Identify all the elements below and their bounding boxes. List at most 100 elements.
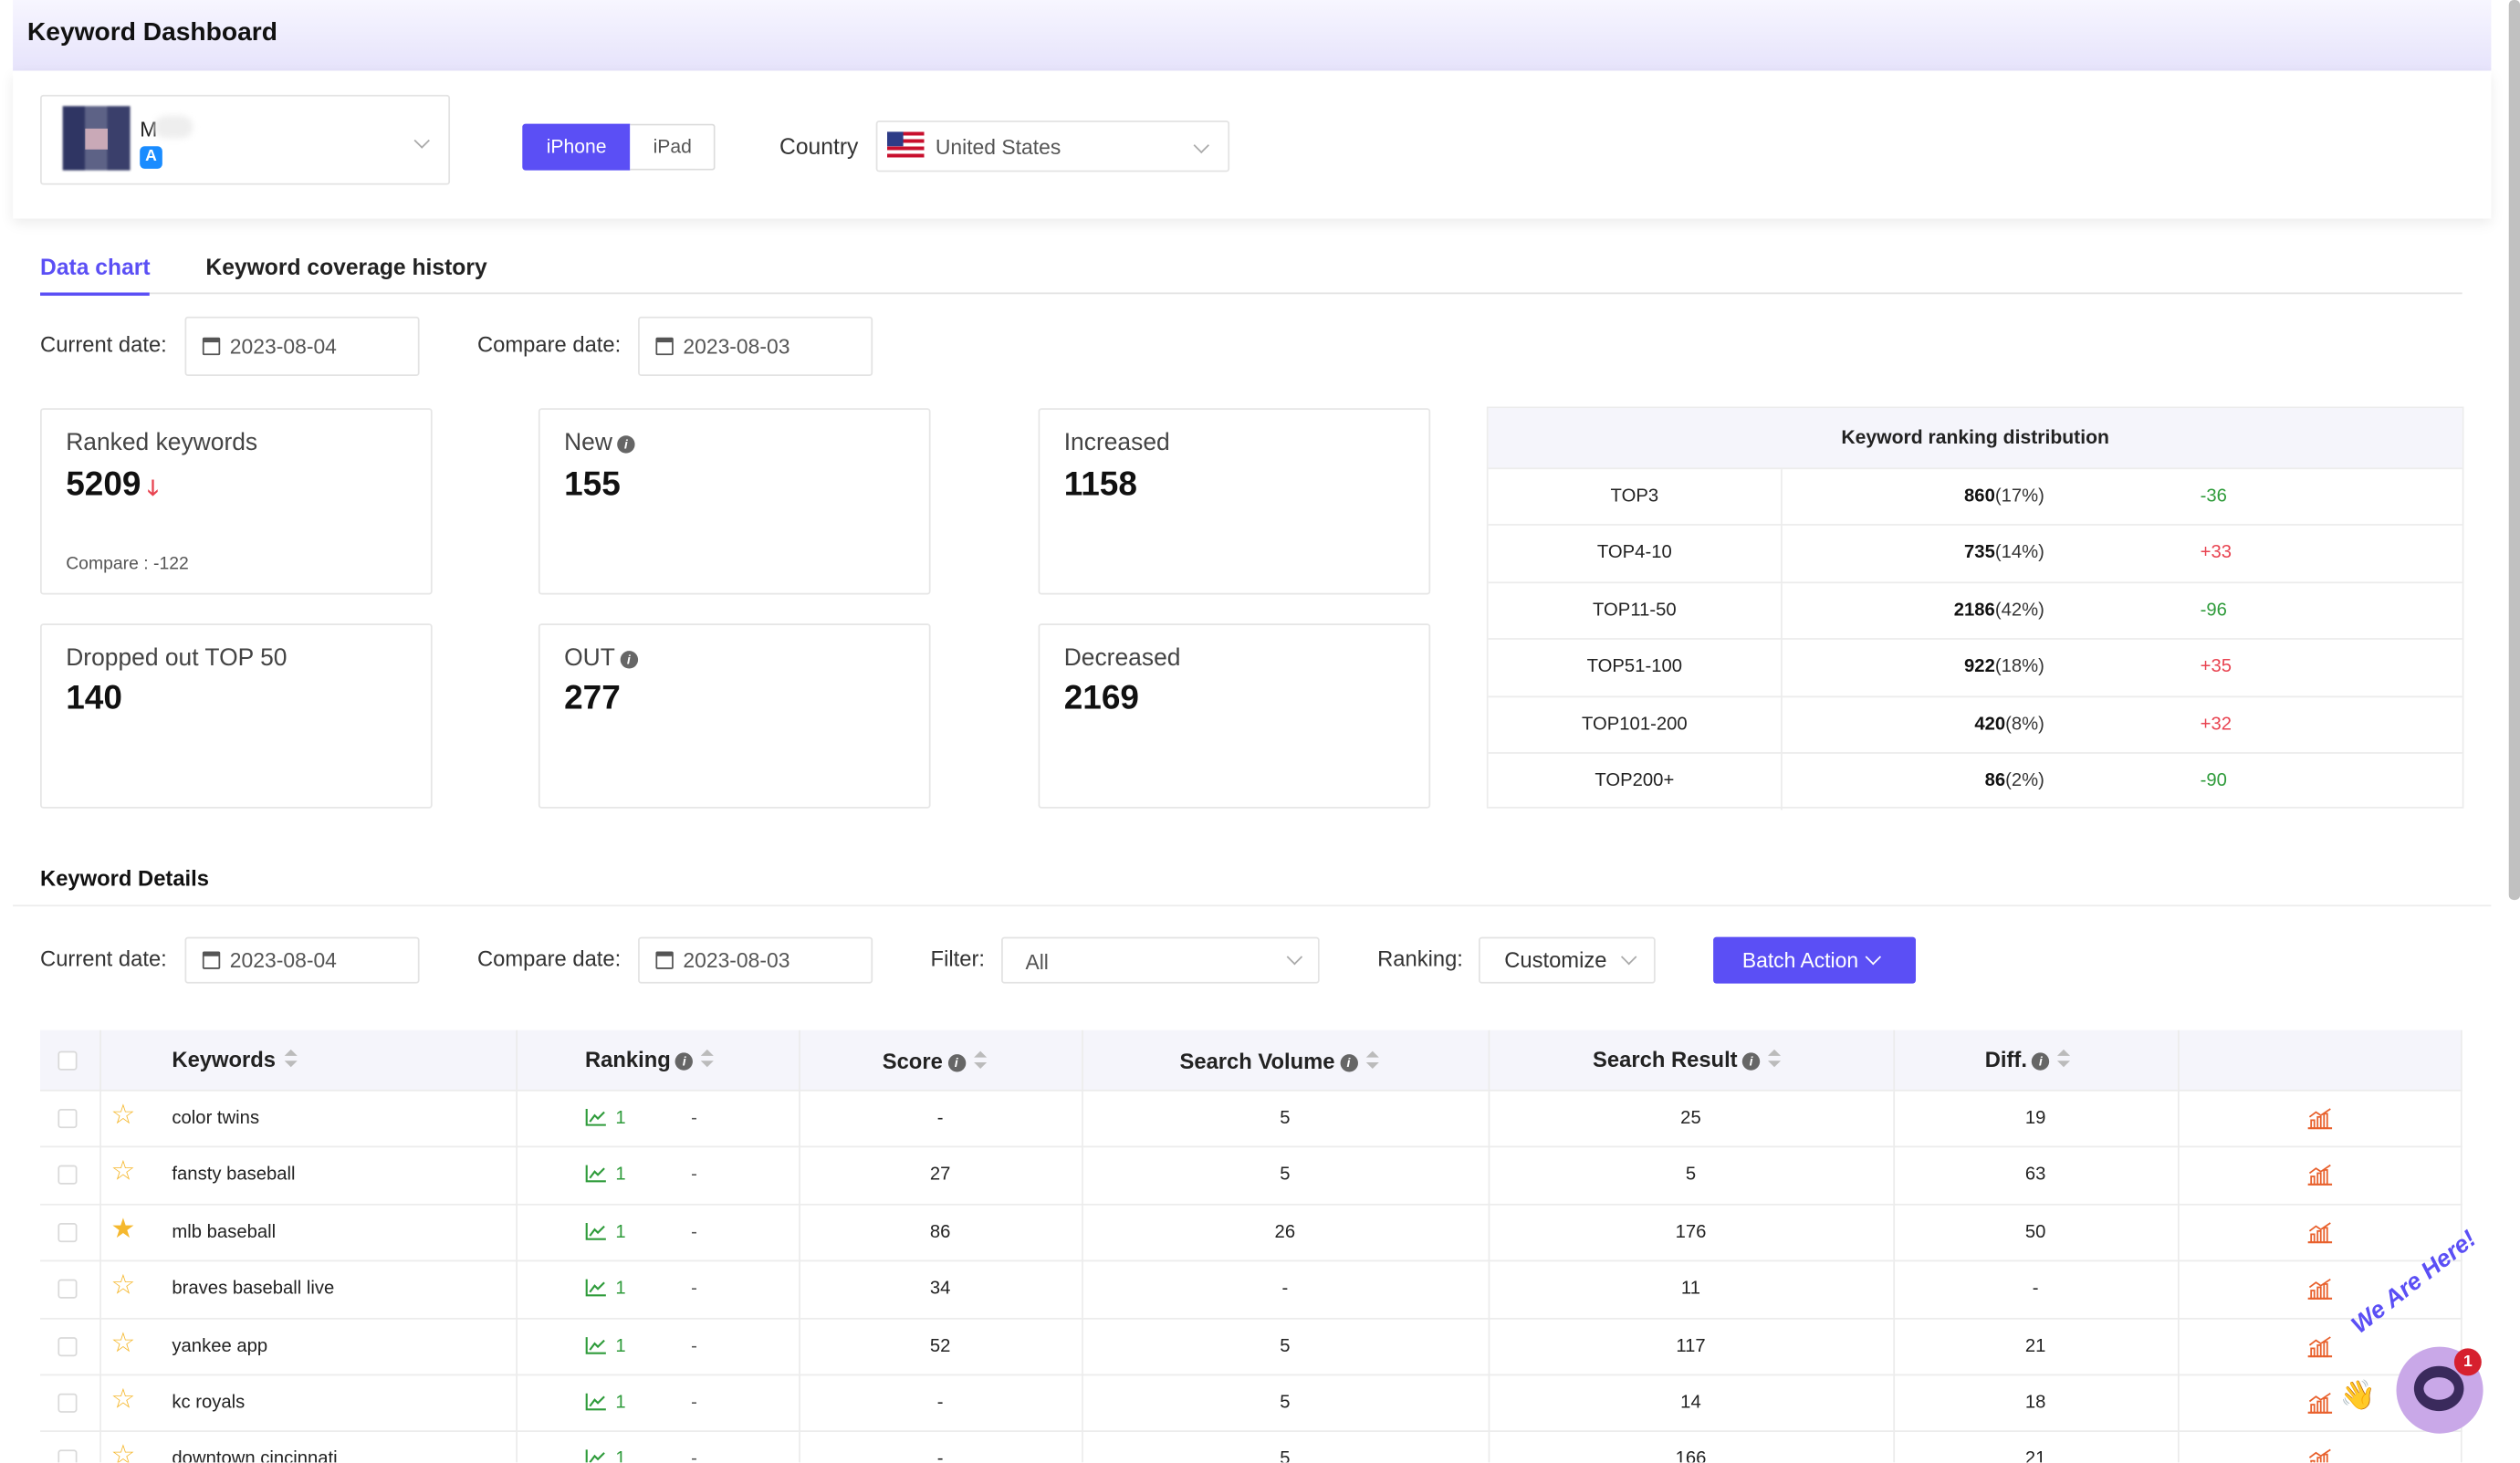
header-band: [13, 0, 2492, 71]
ranking-cell: 1: [615, 1393, 626, 1413]
distribution-count: 420(8%): [1974, 715, 2044, 734]
filter-select[interactable]: All: [1001, 936, 1320, 984]
sort-icon[interactable]: [973, 1050, 987, 1071]
stat-title-text: OUT: [564, 644, 615, 673]
chevron-down-icon: [1286, 948, 1303, 966]
info-icon[interactable]: i: [1741, 1052, 1761, 1071]
current-date-picker[interactable]: 2023-08-04: [184, 316, 420, 377]
star-icon[interactable]: ☆: [110, 1440, 136, 1463]
bar-chart-icon[interactable]: [2306, 1107, 2334, 1130]
distribution-count: 922(18%): [1964, 658, 2044, 677]
ranking-cell: 1: [615, 1450, 626, 1463]
row-checkbox[interactable]: [58, 1222, 78, 1242]
distribution-percent: (42%): [1994, 601, 2044, 621]
score-cell: 86: [929, 1222, 951, 1242]
star-icon[interactable]: ☆: [110, 1384, 136, 1415]
ranking-select[interactable]: Customize: [1479, 936, 1656, 984]
details-current-date-picker[interactable]: 2023-08-04: [184, 936, 420, 984]
info-icon[interactable]: i: [617, 435, 635, 454]
row-checkbox[interactable]: [58, 1280, 78, 1300]
bar-chart-icon[interactable]: [2306, 1392, 2334, 1415]
keyword-cell: mlb baseball: [172, 1222, 277, 1242]
row-checkbox[interactable]: [58, 1393, 78, 1413]
star-icon[interactable]: ☆: [110, 1155, 136, 1187]
compare-date-picker[interactable]: 2023-08-03: [638, 316, 873, 377]
stat-card-increased: Increased 1158: [1038, 408, 1431, 595]
info-icon[interactable]: i: [675, 1052, 694, 1071]
sort-icon[interactable]: [1365, 1050, 1379, 1071]
page-scrollbar[interactable]: [2508, 0, 2520, 901]
distribution-range: TOP101-200: [1582, 714, 1688, 735]
app-store-icon: A: [140, 146, 162, 169]
info-icon[interactable]: i: [947, 1054, 966, 1072]
col-keywords[interactable]: Keywords: [172, 1048, 297, 1072]
stat-value: 5209 🡓: [66, 466, 158, 510]
row-checkbox[interactable]: [58, 1165, 78, 1186]
ranking-change-cell: -: [691, 1222, 697, 1242]
info-icon[interactable]: i: [2032, 1052, 2050, 1071]
batch-action-label: Batch Action: [1741, 947, 1859, 973]
details-compare-date-value: 2023-08-03: [683, 947, 790, 973]
row-checkbox[interactable]: [58, 1336, 78, 1356]
current-date-label: Current date:: [40, 332, 167, 357]
device-ipad-button[interactable]: iPad: [630, 123, 716, 171]
sort-icon[interactable]: [701, 1049, 715, 1069]
ranking-change-cell: -: [691, 1393, 697, 1413]
ranking-cell: 1: [615, 1165, 626, 1186]
distribution-percent: (18%): [1994, 657, 2044, 677]
country-label: Country: [779, 133, 859, 160]
star-icon[interactable]: ☆: [110, 1099, 136, 1130]
col-search-volume[interactable]: Search Volume i: [1180, 1050, 1379, 1073]
search-result-cell: 166: [1675, 1450, 1707, 1463]
bar-chart-icon[interactable]: [2306, 1165, 2334, 1187]
col-label: Diff.: [1984, 1048, 2027, 1072]
bar-chart-icon[interactable]: [2306, 1278, 2334, 1301]
distribution-range: TOP200+: [1595, 771, 1675, 791]
column-divider: [1893, 1029, 1896, 1463]
tab-data-chart[interactable]: Data chart: [40, 254, 151, 297]
calendar-icon: [202, 337, 221, 356]
country-select[interactable]: [875, 120, 1230, 172]
sort-icon[interactable]: [283, 1049, 297, 1069]
row-checkbox[interactable]: [58, 1450, 78, 1463]
col-score[interactable]: Score i: [883, 1050, 987, 1073]
trend-chart-icon: [585, 1448, 608, 1463]
trend-chart-icon: [585, 1221, 608, 1240]
current-date-value: 2023-08-04: [229, 334, 337, 359]
col-diff[interactable]: Diff. i: [1984, 1048, 2071, 1072]
col-label: Score: [882, 1049, 943, 1074]
info-icon[interactable]: i: [1339, 1054, 1358, 1072]
distribution-row: TOP4-10 735(14%) +33: [1488, 524, 2462, 583]
col-ranking[interactable]: Ranking i: [585, 1048, 715, 1072]
score-cell: 52: [929, 1336, 951, 1356]
column-divider: [516, 1029, 518, 1463]
stat-title-text: New: [564, 429, 612, 457]
col-label: Search Volume: [1179, 1049, 1335, 1074]
us-flag-canton: [887, 131, 904, 147]
device-iphone-button[interactable]: iPhone: [522, 123, 631, 171]
sort-icon[interactable]: [2057, 1049, 2071, 1069]
star-icon[interactable]: ☆: [110, 1270, 136, 1301]
batch-action-button[interactable]: Batch Action: [1713, 936, 1916, 984]
row-checkbox[interactable]: [58, 1109, 78, 1129]
ranking-change-cell: -: [691, 1109, 697, 1129]
column-divider: [1781, 696, 1783, 754]
star-icon[interactable]: ☆: [110, 1326, 136, 1358]
details-compare-date-picker[interactable]: 2023-08-03: [638, 936, 873, 984]
distribution-row: TOP11-50 2186(42%) -96: [1488, 581, 2462, 640]
table-row: ☆ color twins 1 - - 5 25 19: [40, 1089, 2462, 1147]
column-divider: [2178, 1029, 2180, 1463]
select-all-checkbox[interactable]: [58, 1050, 78, 1071]
sort-icon[interactable]: [1768, 1049, 1782, 1069]
bar-chart-icon[interactable]: [2306, 1448, 2334, 1463]
info-icon[interactable]: i: [620, 651, 638, 669]
tab-keyword-coverage-history[interactable]: Keyword coverage history: [205, 254, 487, 280]
distribution-range: TOP4-10: [1596, 543, 1672, 564]
col-search-result[interactable]: Search Result i: [1593, 1048, 1782, 1072]
chat-unread-badge: 1: [2453, 1348, 2482, 1376]
star-icon[interactable]: ★: [110, 1213, 136, 1244]
search-result-cell: 176: [1675, 1222, 1707, 1242]
bar-chart-icon[interactable]: [2306, 1335, 2334, 1358]
bar-chart-icon[interactable]: [2306, 1221, 2334, 1244]
